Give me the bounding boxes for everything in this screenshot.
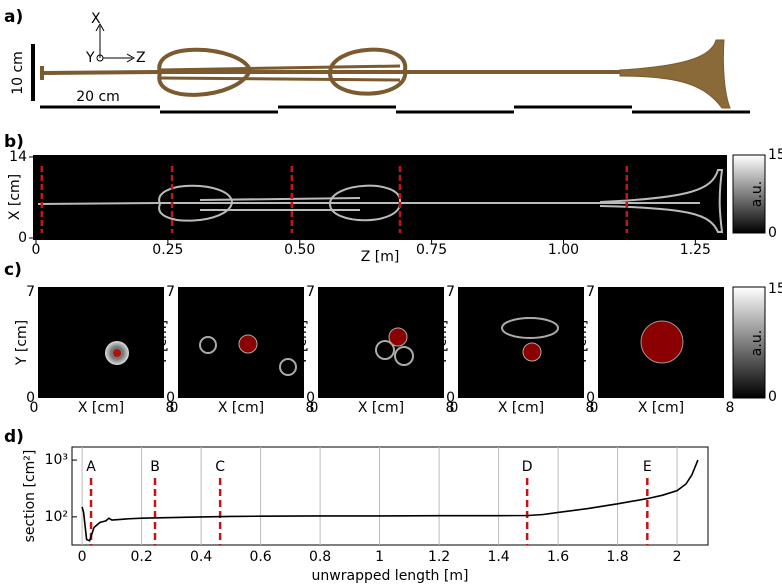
marker-label: B [177,164,187,180]
y-tick-label: 7 [446,284,455,300]
marker-label: A [47,164,57,180]
colorbar [732,154,766,234]
x-tick-label: 0 [170,400,179,416]
trumpet-photo [40,39,731,109]
y-tick-label: 0 [586,390,595,406]
scale-label: 20 cm [76,89,120,105]
y-tick-label: 0 [26,390,35,406]
x-axis-title: X [cm] [78,400,124,416]
marker-label: C [297,164,307,180]
x-axis-title: unwrapped length [m] [312,568,469,584]
y-axis-title: Y [cm] [294,320,310,366]
y-axis-title: Y [cm] [154,320,170,366]
x-tick-label: 8 [166,400,175,416]
x-tick-label: 0 [590,400,599,416]
x-tick-label: 2 [673,549,682,565]
x-tick-label: 0.75 [416,242,447,258]
x-tick-label: 0 [78,549,87,565]
subpanel-label: B [182,290,192,306]
axis-name: Z [136,50,146,66]
colorbar-tick-label: 15 [768,281,782,297]
panel-label: d) [4,427,24,447]
y-tick-label: 0 [166,390,175,406]
section-image [458,287,584,398]
marker-label: E [643,459,652,475]
x-tick-label: 1.00 [548,242,579,258]
axis-name: X [91,11,101,27]
x-tick-label: 0 [310,400,319,416]
y-axis-title: Y [cm] [574,320,590,366]
x-tick-label: 0.2 [130,549,152,565]
subpanel-label: E [602,290,611,306]
marker-label: A [86,459,96,475]
x-tick-label: 0 [450,400,459,416]
ct-trumpet [37,169,724,233]
x-tick-label: 0.4 [190,549,212,565]
x-tick-label: 8 [446,400,455,416]
y-tick-label: 7 [26,284,35,300]
y-tick-label: 7 [586,284,595,300]
x-tick-label: 1 [375,549,384,565]
colorbar-label: a.u. [749,181,765,207]
marker-label: C [215,459,225,475]
y-tick-label: 0 [18,230,27,246]
scale-ruler [40,105,750,114]
y-axis-title: X [cm] [7,174,23,220]
x-tick-label: 1.2 [428,549,450,565]
y-tick-label: 7 [166,284,175,300]
y-axis-title: Y [cm] [434,320,450,366]
x-axis-title: Z [m] [361,249,400,265]
y-tick-label: 10³ [45,452,68,468]
x-tick-label: 8 [726,400,735,416]
x-axis-title: X [cm] [638,400,684,416]
marker-label: B [150,459,160,475]
x-tick-label: 0 [30,400,39,416]
y-tick-label: 7 [306,284,315,300]
y-axis-title: Y [cm] [14,320,30,366]
y-tick-label: 14 [9,149,27,165]
colorbar-tick-label: 0 [768,225,777,241]
panel-label: a) [4,7,23,27]
x-tick-label: 0.50 [284,242,315,258]
colorbar [732,286,766,399]
subpanel-label: D [462,290,473,306]
x-axis-title: X [cm] [218,400,264,416]
marker-label: D [522,459,533,475]
subpanel-label: A [42,290,52,306]
marker-label: D [405,164,416,180]
x-tick-label: 1.8 [606,549,628,565]
colorbar-label: a.u. [749,330,765,356]
x-tick-label: 1.6 [547,549,569,565]
x-tick-label: 8 [306,400,315,416]
panel-label: b) [4,132,24,152]
ct-image [33,155,727,240]
subpanel-label: C [322,290,332,306]
y-tick-label: 10² [45,509,68,525]
data-line [81,459,699,542]
scale-label: 10 cm [10,51,26,95]
x-tick-label: 8 [586,400,595,416]
axis-name: Y [85,50,95,66]
y-tick-label: 0 [306,390,315,406]
x-tick-label: 0.8 [309,549,331,565]
plot-frame [71,446,709,546]
colorbar-tick-label: 0 [768,389,777,405]
marker-label: E [632,164,641,180]
x-tick-label: 0 [32,242,41,258]
x-tick-label: 1.25 [680,242,711,258]
x-tick-label: 0.6 [249,549,271,565]
y-axis-title: section [cm²] [22,450,38,543]
axes-icon [95,22,136,63]
panel-label: c) [4,260,22,280]
colorbar-tick-label: 15 [768,147,782,163]
x-tick-label: 1.4 [487,549,509,565]
x-tick-label: 0.25 [152,242,183,258]
cross-sections [105,317,684,376]
x-axis-title: X [cm] [498,400,544,416]
x-axis-title: X [cm] [358,400,404,416]
y-tick-label: 0 [446,390,455,406]
section-image [38,287,164,398]
